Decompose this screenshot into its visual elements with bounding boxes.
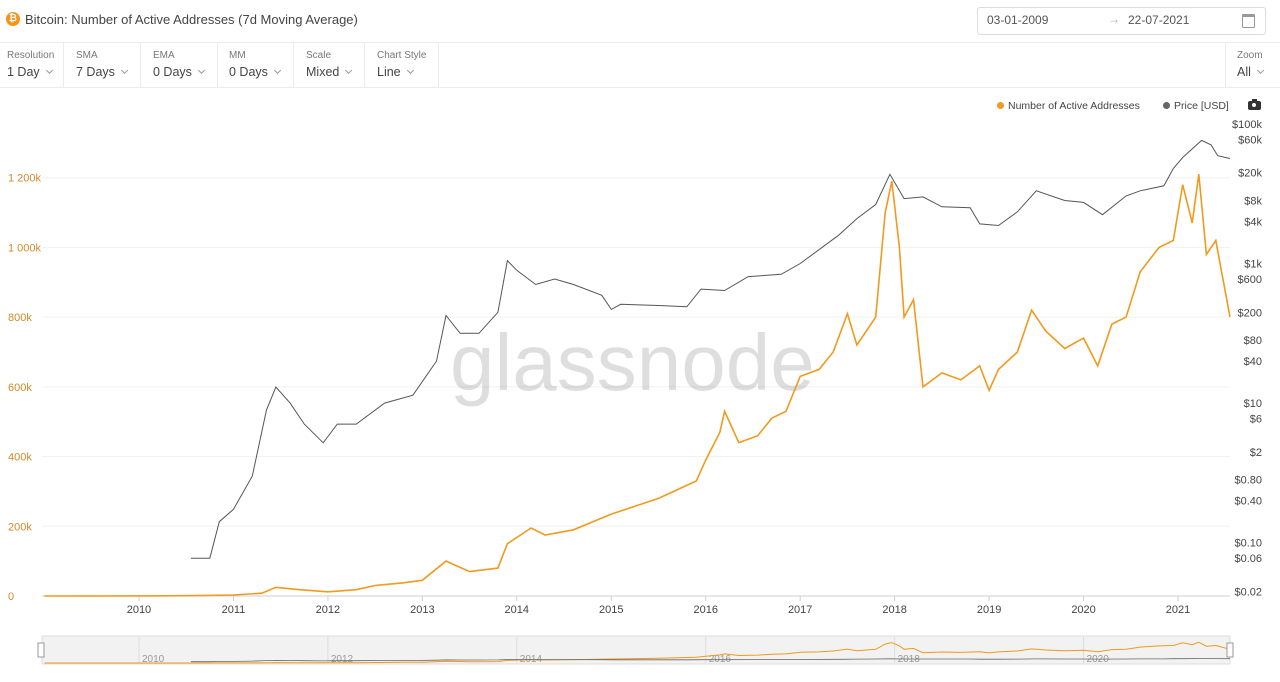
right-tick-label: $600 bbox=[1238, 274, 1262, 286]
left-tick-label: 400k bbox=[8, 452, 32, 464]
x-axis-ticks: 2010 2011 2012 2013 2014 2015 2016 2017 2018 2019… bbox=[127, 596, 1190, 616]
left-axis-ticks: 0 200k 400k 600k 800k 1 000k 1 200k bbox=[8, 173, 42, 603]
scale-dropdown[interactable]: Scale Mixed bbox=[293, 43, 365, 87]
chart-style-label: Chart Style bbox=[377, 50, 427, 61]
mm-dropdown[interactable]: MM 0 Days bbox=[217, 43, 294, 87]
right-axis-ticks: $100k $60k $20k $8k $4k $1k $600 $200 $80 $40 $10 $… bbox=[1232, 119, 1262, 599]
camera-icon[interactable] bbox=[1248, 99, 1261, 110]
right-tick-label: $60k bbox=[1238, 134, 1262, 146]
chart-title: Bitcoin: Number of Active Addresses (7d … bbox=[25, 12, 358, 27]
right-tick-label: $6 bbox=[1250, 414, 1262, 426]
left-tick-label: 1 200k bbox=[8, 173, 42, 185]
ema-dropdown[interactable]: EMA 0 Days bbox=[140, 43, 218, 87]
sma-dropdown[interactable]: SMA 7 Days bbox=[63, 43, 141, 87]
scale-label: Scale bbox=[306, 50, 332, 61]
resolution-label: Resolution bbox=[7, 50, 55, 61]
calendar-icon[interactable] bbox=[1242, 14, 1255, 28]
right-tick-label: $1k bbox=[1244, 259, 1262, 271]
right-tick-label: $100k bbox=[1232, 119, 1262, 131]
navigator-handle-left[interactable] bbox=[37, 642, 45, 658]
legend-dot-addresses bbox=[997, 101, 1004, 109]
left-tick-label: 200k bbox=[8, 521, 32, 533]
navigator-tick-label: 2010 bbox=[142, 654, 165, 665]
ema-label: EMA bbox=[153, 50, 175, 61]
x-tick-label: 2021 bbox=[1166, 604, 1190, 616]
addresses-series-line bbox=[44, 174, 1231, 597]
x-tick-label: 2015 bbox=[599, 604, 623, 616]
mm-label: MM bbox=[229, 50, 246, 61]
right-tick-label: $20k bbox=[1238, 168, 1262, 180]
right-tick-label: $8k bbox=[1244, 195, 1262, 207]
chart-style-value[interactable]: Line bbox=[377, 65, 414, 79]
sma-label: SMA bbox=[76, 50, 98, 61]
left-tick-label: 800k bbox=[8, 312, 32, 324]
right-tick-label: $0.06 bbox=[1234, 553, 1262, 565]
legend-item-price[interactable]: Price [USD] bbox=[1163, 100, 1229, 112]
grid-lines bbox=[42, 177, 1230, 597]
x-tick-label: 2011 bbox=[222, 604, 246, 616]
chart-header: ₿ Bitcoin: Number of Active Addresses (7… bbox=[0, 0, 1280, 43]
date-from[interactable]: 03-01-2009 bbox=[987, 13, 1049, 27]
x-tick-label: 2012 bbox=[316, 604, 340, 616]
zoom-label: Zoom bbox=[1237, 50, 1263, 61]
date-range-picker[interactable]: 03-01-2009 → 22-07-2021 bbox=[977, 7, 1266, 35]
x-tick-label: 2020 bbox=[1071, 604, 1095, 616]
zoom-dropdown[interactable]: Zoom All bbox=[1225, 43, 1280, 87]
x-tick-label: 2018 bbox=[882, 604, 906, 616]
x-tick-label: 2017 bbox=[788, 604, 812, 616]
right-tick-label: $0.40 bbox=[1234, 496, 1262, 508]
x-tick-label: 2010 bbox=[127, 604, 151, 616]
right-tick-label: $10 bbox=[1244, 398, 1262, 410]
resolution-dropdown[interactable]: Resolution 1 Day bbox=[0, 43, 64, 87]
x-tick-label: 2016 bbox=[693, 604, 717, 616]
bitcoin-icon: ₿ bbox=[6, 12, 20, 26]
legend-dot-price bbox=[1163, 101, 1170, 109]
x-tick-label: 2014 bbox=[505, 604, 529, 616]
left-tick-label: 1 000k bbox=[8, 242, 42, 254]
right-tick-label: $0.80 bbox=[1234, 475, 1262, 487]
right-tick-label: $0.10 bbox=[1234, 538, 1262, 550]
navigator-tick-label: 2018 bbox=[898, 654, 921, 665]
ema-value[interactable]: 0 Days bbox=[153, 65, 205, 79]
right-tick-label: $40 bbox=[1244, 356, 1262, 368]
chart-toolbar: Resolution 1 Day SMA 7 Days EMA 0 Days M… bbox=[0, 43, 1280, 88]
mm-value[interactable]: 0 Days bbox=[229, 65, 281, 79]
sma-value[interactable]: 7 Days bbox=[76, 65, 128, 79]
price-series-line bbox=[190, 139, 1231, 559]
right-tick-label: $0.02 bbox=[1234, 587, 1262, 599]
navigator-tick-label: 2012 bbox=[331, 654, 354, 665]
x-tick-label: 2013 bbox=[410, 604, 434, 616]
navigator-tick-label: 2020 bbox=[1087, 654, 1110, 665]
scale-value[interactable]: Mixed bbox=[306, 65, 353, 79]
zoom-value[interactable]: All bbox=[1237, 65, 1264, 79]
range-navigator[interactable]: 2010 2012 2014 2016 2018 2020 bbox=[37, 635, 1234, 665]
right-tick-label: $2 bbox=[1250, 447, 1262, 459]
right-tick-label: $4k bbox=[1244, 216, 1262, 228]
right-tick-label: $80 bbox=[1244, 335, 1262, 347]
legend-item-addresses[interactable]: Number of Active Addresses bbox=[997, 100, 1140, 112]
watermark: glassnode bbox=[450, 318, 815, 407]
resolution-value[interactable]: 1 Day bbox=[7, 65, 53, 79]
left-tick-label: 0 bbox=[8, 591, 14, 603]
navigator-handle-right[interactable] bbox=[1226, 642, 1234, 658]
x-tick-label: 2019 bbox=[977, 604, 1001, 616]
left-tick-label: 600k bbox=[8, 382, 32, 394]
date-to[interactable]: 22-07-2021 bbox=[1128, 13, 1190, 27]
arrow-right-icon: → bbox=[1108, 12, 1120, 26]
right-tick-label: $200 bbox=[1238, 307, 1262, 319]
chart-style-dropdown[interactable]: Chart Style Line bbox=[364, 43, 439, 87]
